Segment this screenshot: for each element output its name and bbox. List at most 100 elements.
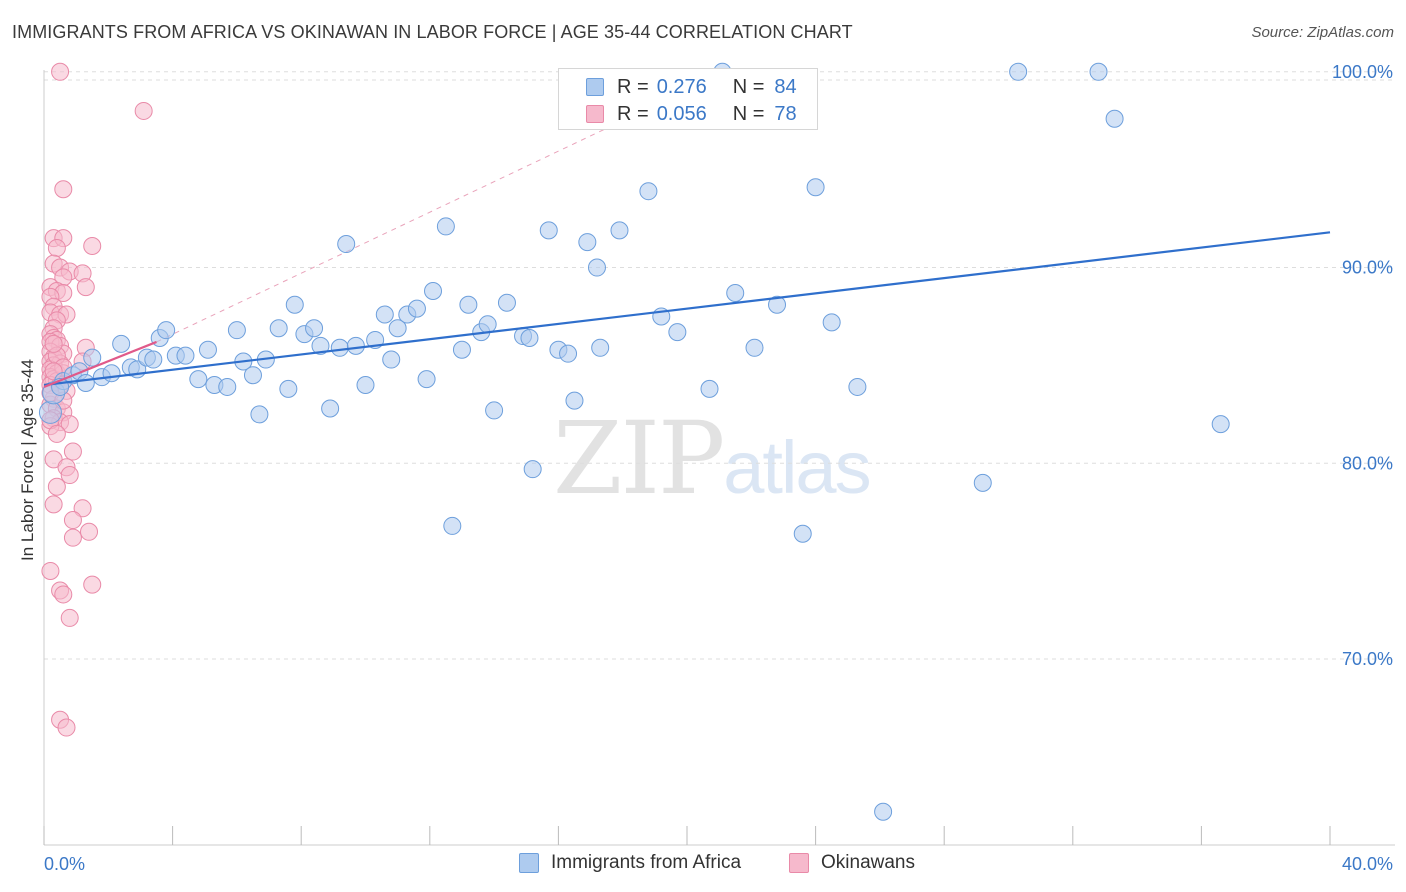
okinawan-point: [44, 495, 63, 514]
series-immigrants-from-africa: [38, 62, 1230, 821]
africa-point: [38, 400, 62, 424]
africa-point: [443, 516, 462, 535]
africa-point: [726, 283, 745, 302]
trend-lines-front: [43, 231, 1331, 388]
okinawan-point: [57, 718, 76, 737]
legend-n-label: N =: [732, 102, 765, 125]
africa-point: [218, 377, 237, 396]
africa-point: [311, 336, 330, 355]
africa-trend-line: [43, 231, 1331, 387]
africa-point: [639, 182, 658, 201]
africa-point: [176, 346, 195, 365]
legend-item-africa[interactable]: Immigrants from Africa: [519, 852, 741, 874]
legend-r-value: 0.276: [656, 75, 707, 98]
africa-point: [768, 295, 787, 314]
okinawan-point: [54, 180, 73, 199]
africa-point: [848, 377, 867, 396]
okinawan-point: [73, 499, 92, 518]
africa-point: [285, 295, 304, 314]
legend-r-label: R =: [617, 102, 649, 125]
africa-point: [793, 524, 812, 543]
africa-point: [305, 319, 324, 338]
africa-point: [822, 313, 841, 332]
chart-title: IMMIGRANTS FROM AFRICA VS OKINAWAN IN LA…: [12, 22, 853, 42]
africa-point: [83, 348, 102, 367]
legend-item-okinawans[interactable]: Okinawans: [789, 852, 915, 874]
africa-point: [424, 282, 443, 301]
africa-point: [417, 370, 436, 389]
axes: [43, 70, 1395, 846]
okinawan-point: [76, 278, 95, 297]
africa-point: [700, 379, 719, 398]
legend-n-label: N =: [732, 75, 765, 98]
okinawan-point: [134, 101, 153, 120]
legend-row-okinawans: R = 0.056 N = 78: [586, 101, 797, 127]
africa-point: [587, 258, 606, 277]
legend-n-value: 78: [774, 102, 797, 125]
africa-point: [198, 340, 217, 359]
africa-point: [269, 319, 288, 338]
legend-swatch-blue: [586, 78, 604, 96]
africa-point: [250, 405, 269, 424]
africa-point: [591, 338, 610, 357]
africa-point: [539, 221, 558, 240]
africa-point: [668, 323, 687, 342]
x-tick-label-min: 0.0%: [44, 854, 85, 874]
africa-point: [382, 350, 401, 369]
africa-point: [565, 391, 584, 410]
y-tick-label: 100.0%: [1332, 62, 1393, 82]
africa-point: [330, 338, 349, 357]
africa-point: [1211, 415, 1230, 434]
africa-point: [112, 334, 131, 353]
okinawan-point: [83, 575, 102, 594]
africa-point: [436, 217, 455, 236]
legend-swatch-blue: [519, 853, 539, 873]
series-legend: Immigrants from Africa Okinawans: [0, 852, 1406, 878]
okinawan-point: [54, 585, 73, 604]
africa-point: [578, 233, 597, 252]
africa-point: [407, 299, 426, 318]
legend-swatch-pink: [586, 105, 604, 123]
okinawan-point: [47, 238, 66, 257]
correlation-legend: R = 0.276 N = 84 R = 0.056 N = 78: [558, 68, 818, 130]
legend-n-value: 84: [774, 75, 797, 98]
africa-point: [559, 344, 578, 363]
legend-r-label: R =: [617, 75, 649, 98]
okinawan-point: [80, 522, 99, 541]
okinawan-trend-line: [43, 340, 157, 388]
okinawan-point: [83, 237, 102, 256]
africa-point: [523, 460, 542, 479]
legend-label-africa: Immigrants from Africa: [551, 852, 742, 873]
africa-point: [497, 293, 516, 312]
africa-point: [321, 399, 340, 418]
africa-point: [478, 315, 497, 334]
africa-point: [157, 321, 176, 340]
africa-point: [279, 379, 298, 398]
africa-point: [452, 340, 471, 359]
africa-point: [102, 364, 121, 383]
okinawan-point: [60, 608, 79, 627]
africa-point: [375, 305, 394, 324]
okinawan-point: [63, 528, 82, 547]
okinawan-point: [60, 466, 79, 485]
tick-labels: 70.0% 80.0% 90.0% 100.0% 0.0% 40.0%: [44, 62, 1393, 874]
africa-point: [337, 235, 356, 254]
source-label: Source: ZipAtlas.com: [1251, 24, 1394, 41]
africa-point: [1105, 109, 1124, 128]
legend-label-okinawans: Okinawans: [821, 852, 915, 873]
africa-point: [144, 350, 163, 369]
africa-point: [610, 221, 629, 240]
africa-point: [520, 329, 539, 348]
africa-point: [356, 375, 375, 394]
y-tick-label: 70.0%: [1342, 649, 1393, 669]
okinawan-point: [63, 442, 82, 461]
legend-row-africa: R = 0.276 N = 84: [586, 74, 797, 100]
africa-point: [973, 473, 992, 492]
africa-point: [76, 374, 95, 393]
africa-point: [1009, 62, 1028, 81]
africa-point: [346, 336, 365, 355]
okinawan-point: [60, 415, 79, 434]
africa-point: [227, 321, 246, 340]
okinawan-point: [47, 424, 66, 443]
